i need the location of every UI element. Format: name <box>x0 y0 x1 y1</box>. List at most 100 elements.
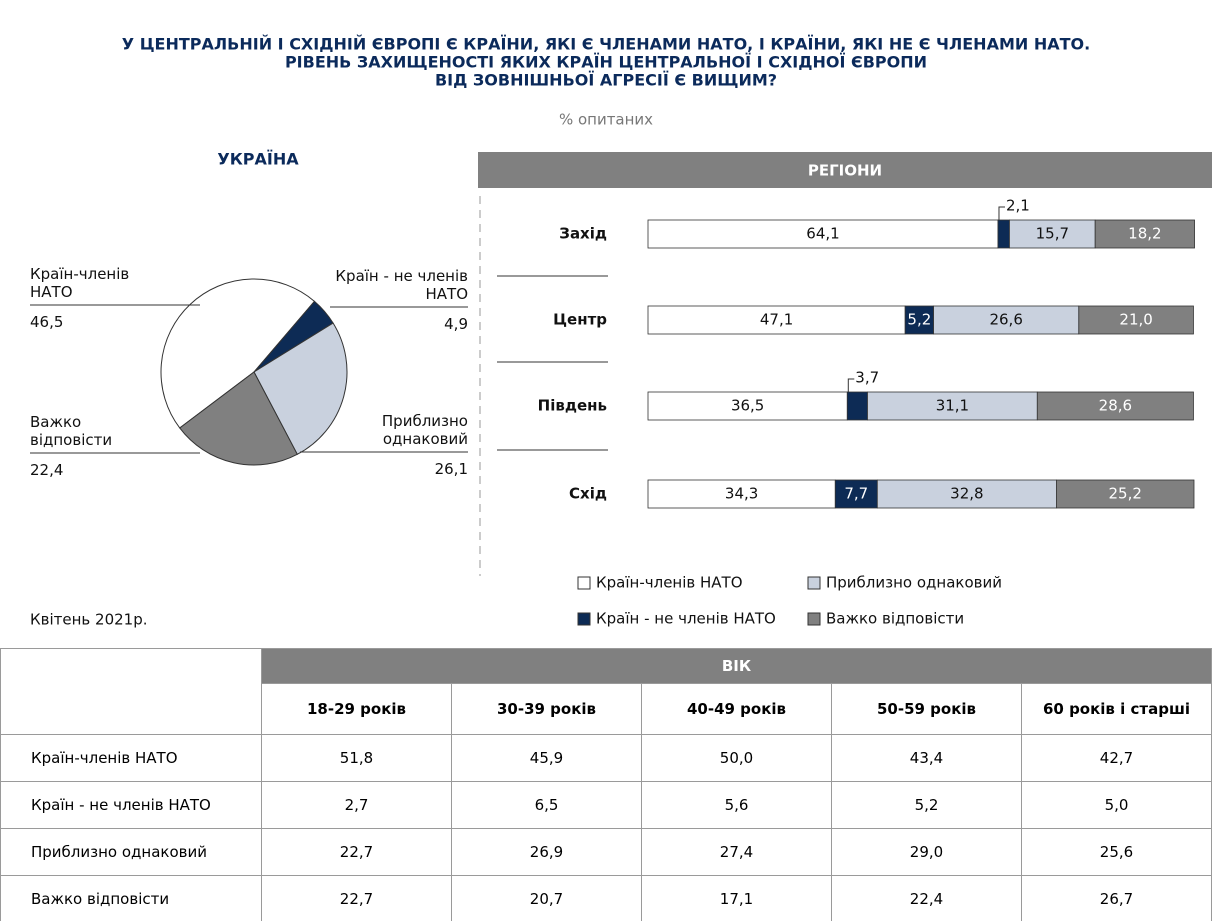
category-label: Схід <box>569 485 607 503</box>
cell: 6,5 <box>451 781 642 829</box>
cell: 45,9 <box>451 734 642 782</box>
cell: 5,0 <box>1021 781 1212 829</box>
legend-label: Важко відповісти <box>826 610 964 628</box>
cell: 50,0 <box>641 734 832 782</box>
pie-slice <box>179 371 298 466</box>
row-label: Країн-членів НАТО <box>0 734 262 782</box>
column-header: 60 років і старші <box>1021 683 1212 735</box>
data-label: 64,1 <box>806 225 839 243</box>
legend-swatch <box>577 612 591 626</box>
data-label: 7,7 <box>844 485 868 503</box>
table-row: Країн - не членів НАТО 2,7 6,5 5,6 5,2 5,0 <box>0 781 1212 829</box>
data-label: 26,6 <box>989 311 1022 329</box>
bar-segment <box>647 479 836 509</box>
data-label: 32,8 <box>950 485 983 503</box>
cell: 51,8 <box>261 734 452 782</box>
cell: 29,0 <box>831 828 1022 876</box>
table-row: Приблизно однаковий 22,7 26,9 27,4 29,0 25,6 <box>0 828 1212 876</box>
cell: 20,7 <box>451 875 642 921</box>
data-label: 18,2 <box>1128 225 1161 243</box>
row-label: Країн - не членів НАТО <box>0 781 262 829</box>
title-line: РІВЕНЬ ЗАХИЩЕНОСТІ ЯКИХ КРАЇН ЦЕНТРАЛЬНО… <box>285 53 927 72</box>
legend-label: Країн - не членів НАТО <box>596 610 776 628</box>
legend-swatch <box>807 612 821 626</box>
pie-label: Країн-членів НАТО <box>30 265 130 301</box>
bar-segment <box>1036 391 1194 421</box>
row-label: Приблизно однаковий <box>0 828 262 876</box>
subtitle: % опитаних <box>559 111 653 129</box>
table: ВІК 18-29 років 30-39 років 40-49 років 50-5… <box>0 648 1212 921</box>
cell: 22,7 <box>261 828 452 876</box>
cell: 26,9 <box>451 828 642 876</box>
pie-label: Країн - не членів НАТО <box>335 267 468 303</box>
data-label: 36,5 <box>731 397 764 415</box>
pie-value: 26,1 <box>434 460 468 478</box>
title-line: У ЦЕНТРАЛЬНІЙ І СХІДНІЙ ЄВРОПІ Є КРАЇНИ,… <box>122 35 1090 54</box>
bar-segment <box>846 391 868 421</box>
bar-segment <box>1078 305 1194 335</box>
table-row: Важко відповісти 22,7 20,7 17,1 22,4 26,7 <box>0 875 1212 921</box>
pie-slice <box>253 322 348 456</box>
pie-value: 46,5 <box>30 313 64 331</box>
bar-segment <box>933 305 1080 335</box>
cell: 22,7 <box>261 875 452 921</box>
pie-slice <box>160 278 316 429</box>
data-label: 21,0 <box>1119 311 1152 329</box>
title-line: ВІД ЗОВНІШНЬОЇ АГРЕСІЇ Є ВИЩИМ? <box>435 71 777 90</box>
legend-label: Приблизно однаковий <box>826 574 1002 592</box>
cell: 5,2 <box>831 781 1022 829</box>
cell: 43,4 <box>831 734 1022 782</box>
category-label: Центр <box>553 311 607 329</box>
data-label: 28,6 <box>1099 397 1132 415</box>
data-label: 25,2 <box>1109 485 1142 503</box>
label-bracket <box>998 206 1005 220</box>
category-label: Захід <box>559 225 607 243</box>
legend-swatch <box>807 576 821 590</box>
cell: 25,6 <box>1021 828 1212 876</box>
column-header: 50-59 років <box>831 683 1022 735</box>
cell: 27,4 <box>641 828 832 876</box>
table-row: ВІК <box>0 648 1212 735</box>
cell: 2,7 <box>261 781 452 829</box>
date: Квітень 2021р. <box>30 611 148 629</box>
table-row: Країн-членів НАТО 51,8 45,9 50,0 43,4 42,7 <box>0 734 1212 782</box>
data-label: 31,1 <box>936 397 969 415</box>
cell: 42,7 <box>1021 734 1212 782</box>
data-label: 3,7 <box>855 369 879 387</box>
column-header: 30-39 років <box>451 683 642 735</box>
pie-value: 22,4 <box>30 461 64 479</box>
data-label: 2,1 <box>1006 197 1030 215</box>
bar-segment <box>997 219 1010 249</box>
pie-title: УКРАЇНА <box>217 150 299 169</box>
legend-label: Країн-членів НАТО <box>596 574 743 592</box>
cell: 26,7 <box>1021 875 1212 921</box>
bar-title: РЕГІОНИ <box>808 162 882 180</box>
cell: 22,4 <box>831 875 1022 921</box>
empty-cell <box>0 648 262 735</box>
data-label: 34,3 <box>725 485 758 503</box>
cell: 17,1 <box>641 875 832 921</box>
bar-segment <box>1009 219 1096 249</box>
table-row: 18-29 років 30-39 років 40-49 років 50-59 р… <box>1 683 1212 735</box>
row-label: Важко відповісти <box>0 875 262 921</box>
data-label: 15,7 <box>1036 225 1069 243</box>
bar-segment <box>647 391 848 421</box>
pie-label: Приблизно однаковий <box>381 412 468 448</box>
category-label: Південь <box>538 397 607 415</box>
bar-segment <box>1094 219 1195 249</box>
label-bracket <box>847 378 855 392</box>
group-header: ВІК <box>261 648 1212 684</box>
bar-segment <box>647 219 999 249</box>
data-label: 5,2 <box>907 311 931 329</box>
column-header: 40-49 років <box>641 683 832 735</box>
header-band <box>478 152 1212 188</box>
column-header: 18-29 років <box>261 683 452 735</box>
bar-segment <box>1056 479 1195 509</box>
data-label: 47,1 <box>760 311 793 329</box>
legend-swatch <box>577 576 591 590</box>
charts: У ЦЕНТРАЛЬНІЙ І СХІДНІЙ ЄВРОПІ Є КРАЇНИ,… <box>30 35 1212 629</box>
cell: 5,6 <box>641 781 832 829</box>
pie-label: Важко відповісти <box>30 413 113 449</box>
pie-value: 4,9 <box>444 315 468 333</box>
